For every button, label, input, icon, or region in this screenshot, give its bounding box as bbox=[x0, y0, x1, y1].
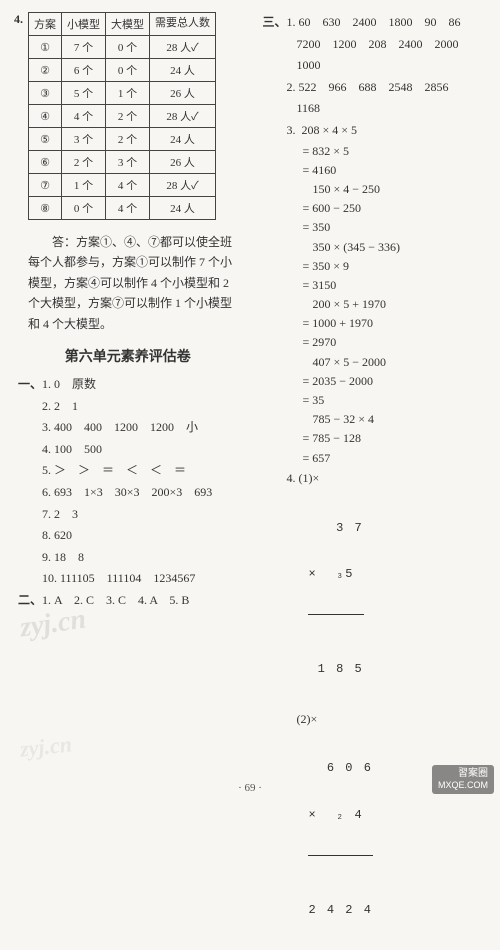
left-column: 4. 方案 小模型 大模型 需要总人数 ①7 个0 个28 人✓ ②6 个0 个… bbox=[8, 12, 248, 770]
unit-title: 第六单元素养评估卷 bbox=[14, 346, 242, 366]
calc5-0: 407 × 5 − 2000 bbox=[258, 353, 486, 372]
sec3-label: 三、 bbox=[262, 15, 286, 29]
sec1-item-1: 1. 0 原数 bbox=[42, 377, 96, 391]
q4r-block: 4. (1)× bbox=[258, 468, 486, 490]
sec1-item-7: 7. 2 3 bbox=[14, 504, 242, 526]
calc5-2: = 35 bbox=[258, 391, 486, 410]
q4-answer: 答：方案①、④、⑦都可以使全班每个人都参与，方案①可以制作 7 个小模型，方案④… bbox=[14, 232, 242, 334]
calc1-2: = 4160 bbox=[258, 161, 486, 180]
sec1-item-9: 9. 18 8 bbox=[14, 547, 242, 569]
brand-badge: 習案圈 MXQE.COM bbox=[432, 765, 494, 794]
sec1-item-10: 10. 111105 111104 1234567 bbox=[14, 568, 242, 590]
table-row: ④4 个2 个28 人✓ bbox=[29, 105, 216, 128]
sec2-text: 1. A 2. C 3. C 4. A 5. B bbox=[42, 593, 189, 607]
calc6-2: = 657 bbox=[258, 449, 486, 468]
section-2: 二、1. A 2. C 3. C 4. A 5. B bbox=[14, 590, 242, 612]
vc1-line bbox=[308, 614, 363, 631]
vc2-b: × ₂ 4 bbox=[308, 808, 486, 824]
vc1-r: 1 8 5 bbox=[308, 662, 486, 678]
plan-table: 方案 小模型 大模型 需要总人数 ①7 个0 个28 人✓ ②6 个0 个24 … bbox=[28, 12, 216, 220]
table-row: ①7 个0 个28 人✓ bbox=[29, 36, 216, 59]
brand-bottom: MXQE.COM bbox=[438, 780, 488, 791]
brand-top: 習案圈 bbox=[438, 768, 488, 780]
sec1-item-4: 4. 100 500 bbox=[14, 439, 242, 461]
calc6-0: 785 − 32 × 4 bbox=[258, 410, 486, 429]
section-1: 一、1. 0 原数 bbox=[14, 374, 242, 396]
page-number: · 69 · bbox=[0, 782, 500, 794]
table-row: ⑥2 个3 个26 人 bbox=[29, 151, 216, 174]
calc4-2: = 2970 bbox=[258, 333, 486, 352]
calc6-1: = 785 − 128 bbox=[258, 429, 486, 448]
sec3-line2b: 1168 bbox=[258, 98, 486, 120]
calc3-1: = 350 × 9 bbox=[258, 257, 486, 276]
vc2-r: 2 4 2 4 bbox=[308, 903, 486, 919]
calc2-1: = 600 − 250 bbox=[258, 199, 486, 218]
calc3-0: 350 × (345 − 336) bbox=[258, 238, 486, 257]
sec1-item-2: 2. 2 1 bbox=[14, 396, 242, 418]
question-4-block: 4. 方案 小模型 大模型 需要总人数 ①7 个0 个28 人✓ ②6 个0 个… bbox=[14, 12, 242, 224]
th-large: 大模型 bbox=[106, 13, 150, 36]
th-total: 需要总人数 bbox=[150, 13, 216, 36]
sec3-line1c: 1000 bbox=[258, 55, 486, 77]
th-small: 小模型 bbox=[62, 13, 106, 36]
q4r-p2-tag: (2)× bbox=[258, 709, 486, 731]
vcalc-2: 6 0 6 × ₂ 4 2 4 2 4 bbox=[258, 730, 486, 949]
calc2-0: 150 × 4 − 250 bbox=[258, 180, 486, 199]
q3-block: 3. 208 × 4 × 5 bbox=[258, 120, 486, 142]
section-3: 三、1. 60 630 2400 1800 90 86 bbox=[258, 12, 486, 34]
sec1-item-5: 5. ＞ ＞ ＝ ＜ ＜ ＝ bbox=[14, 460, 242, 482]
calc3-2: = 3150 bbox=[258, 276, 486, 295]
calc1-0: 208 × 4 × 5 bbox=[301, 123, 357, 137]
vc2-line bbox=[308, 855, 372, 872]
sec3-line1a: 1. 60 630 2400 1800 90 86 bbox=[287, 15, 461, 29]
table-row: ⑦1 个4 个28 人✓ bbox=[29, 174, 216, 197]
calc4-1: = 1000 + 1970 bbox=[258, 314, 486, 333]
q4r-label: 4. bbox=[286, 471, 295, 485]
q3-label: 3. bbox=[286, 123, 295, 137]
table-row: ②6 个0 个24 人 bbox=[29, 59, 216, 82]
table-row: ⑤3 个2 个24 人 bbox=[29, 128, 216, 151]
sec3-line2a: 2. 522 966 688 2548 2856 bbox=[258, 77, 486, 99]
calc4-0: 200 × 5 + 1970 bbox=[258, 295, 486, 314]
vcalc-1: 3 7 × ₃5 1 8 5 bbox=[258, 489, 486, 708]
sec1-item-6: 6. 693 1×3 30×3 200×3 693 bbox=[14, 482, 242, 504]
calc1-1: = 832 × 5 bbox=[258, 142, 486, 161]
th-plan: 方案 bbox=[29, 13, 62, 36]
sec2-label: 二、 bbox=[18, 593, 42, 607]
vc1-a: 3 7 bbox=[308, 521, 486, 537]
sec1-item-3: 3. 400 400 1200 1200 小 bbox=[14, 417, 242, 439]
q4-label: 4. bbox=[14, 12, 23, 27]
sec1-item-8: 8. 620 bbox=[14, 525, 242, 547]
sec3-line1b: 7200 1200 208 2400 2000 bbox=[258, 34, 486, 56]
right-column: 三、1. 60 630 2400 1800 90 86 7200 1200 20… bbox=[252, 12, 492, 770]
calc5-1: = 2035 − 2000 bbox=[258, 372, 486, 391]
sec1-label: 一、 bbox=[18, 377, 42, 391]
table-row: ③5 个1 个26 人 bbox=[29, 82, 216, 105]
calc2-2: = 350 bbox=[258, 218, 486, 237]
q4r-p1-tag: (1)× bbox=[298, 471, 319, 485]
vc1-b: × ₃5 bbox=[308, 567, 486, 583]
column-divider bbox=[250, 12, 251, 740]
table-row: ⑧0 个4 个24 人 bbox=[29, 197, 216, 220]
